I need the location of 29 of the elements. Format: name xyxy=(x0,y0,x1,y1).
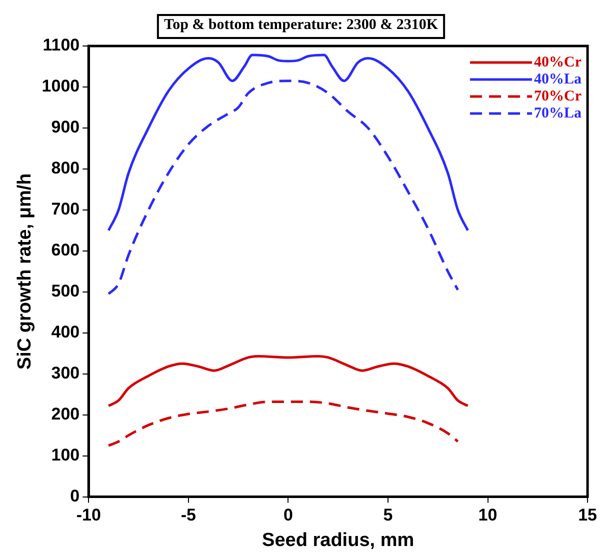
y-tick-label: 100 xyxy=(51,446,80,465)
x-axis-title: Seed radius, mm xyxy=(262,530,414,551)
legend-label: 40%Cr xyxy=(534,54,582,70)
chart-title: Top & bottom temperature: 2300 & 2310K xyxy=(164,16,438,33)
x-tick-label: 5 xyxy=(383,506,393,525)
x-tick-label: 0 xyxy=(283,506,293,525)
y-tick-label: 1100 xyxy=(42,36,80,55)
legend-label: 70%Cr xyxy=(534,88,582,104)
x-tick-label: 10 xyxy=(478,506,498,525)
line-series xyxy=(107,354,470,408)
line-series xyxy=(107,400,460,447)
y-tick-label: 0 xyxy=(70,486,80,506)
y-tick-label: 700 xyxy=(51,200,80,219)
x-tick-label: 15 xyxy=(578,506,598,525)
x-tick-label: -10 xyxy=(76,506,101,525)
y-tick-label: 900 xyxy=(51,118,80,137)
legend-label: 70%La xyxy=(534,105,582,122)
x-tick-label: -5 xyxy=(180,506,196,525)
y-tick-label: 200 xyxy=(51,404,80,424)
y-tick-label: 500 xyxy=(51,282,80,301)
y-tick-label: 300 xyxy=(51,364,80,383)
line-series xyxy=(107,54,470,232)
line-series xyxy=(107,80,460,296)
y-tick-label: 400 xyxy=(51,322,80,342)
y-tick-label: 600 xyxy=(51,240,80,260)
y-tick-label: 800 xyxy=(51,158,80,178)
y-tick-label: 1000 xyxy=(42,76,80,96)
y-axis-title: SiC growth rate, μm/h xyxy=(14,173,36,370)
legend-label: 40%La xyxy=(534,71,582,88)
